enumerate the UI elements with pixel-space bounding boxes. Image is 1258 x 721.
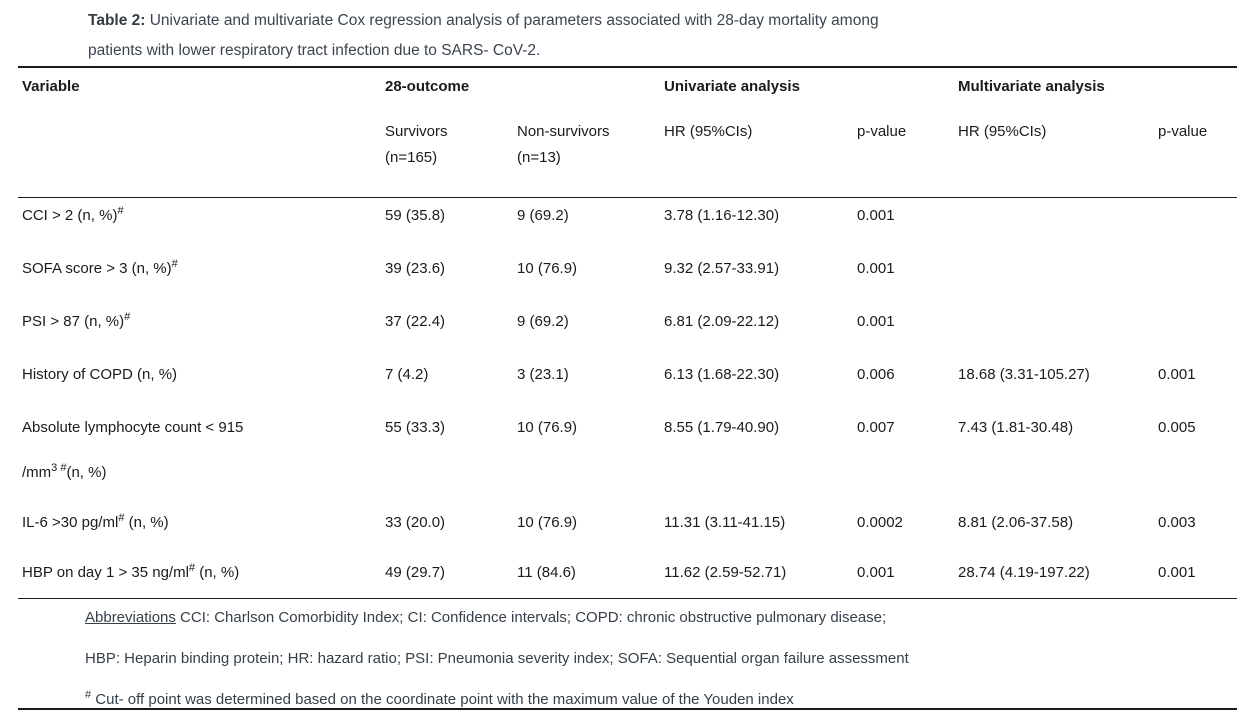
table-row-cci: CCI > 2 (n, %)# 59 (35.8) 9 (69.2) 3.78 … <box>18 198 1237 251</box>
cell-multi-hr <box>954 304 1154 357</box>
header-28-outcome: 28-outcome <box>385 78 470 95</box>
cell-multi-pvalue: 0.005 <box>1158 418 1196 436</box>
footnote-abbreviations-line2: HBP: Heparin binding protein; HR: hazard… <box>85 649 909 667</box>
cell-variable: Absolute lymphocyte count < 915 /mm3 #(n… <box>22 418 244 481</box>
cell-uni-hr: 6.81 (2.09-22.12) <box>664 312 780 330</box>
cell-multi-hr: 28.74 (4.19-197.22) <box>958 563 1090 581</box>
abbreviations-label: Abbreviations <box>85 608 176 626</box>
header-spacer <box>18 123 381 166</box>
hash-superscript: # <box>171 257 178 270</box>
hash-superscript: # <box>118 511 125 524</box>
cell-uni-hr: 11.62 (2.59-52.71) <box>664 563 787 581</box>
cell-multi-pvalue <box>1154 304 1237 357</box>
cell-multi-hr: 18.68 (3.31-105.27) <box>958 365 1090 383</box>
table-body: CCI > 2 (n, %)# 59 (35.8) 9 (69.2) 3.78 … <box>18 198 1237 599</box>
cell-non-survivors: 10 (76.9) <box>517 418 578 436</box>
table-caption-text-line1: Univariate and multivariate Cox regressi… <box>145 12 879 29</box>
table-footnotes: Abbreviations CCI: Charlson Comorbidity … <box>18 599 1237 710</box>
cell-multi-hr: 7.43 (1.81-30.48) <box>958 418 1074 436</box>
cell-uni-hr: 11.31 (3.11-41.15) <box>664 513 786 531</box>
hash-superscript: # <box>117 204 124 217</box>
cell-uni-pvalue: 0.007 <box>857 418 895 436</box>
cell-multi-pvalue <box>1154 198 1237 251</box>
cell-multi-pvalue: 0.001 <box>1158 563 1196 581</box>
cell-multi-pvalue <box>1154 251 1237 304</box>
cell-uni-pvalue: 0.001 <box>857 259 895 277</box>
cell-multi-hr <box>954 251 1154 304</box>
cell-multi-hr <box>954 198 1154 251</box>
cell-non-survivors: 11 (84.6) <box>517 563 576 581</box>
cell-survivors: 39 (23.6) <box>385 259 446 277</box>
cell-multi-pvalue: 0.001 <box>1158 365 1196 383</box>
cell-non-survivors: 10 (76.9) <box>517 259 578 277</box>
cell-survivors: 49 (29.7) <box>385 563 446 581</box>
cell-variable: CCI > 2 (n, %)# <box>22 204 124 224</box>
cell-uni-hr: 6.13 (1.68-22.30) <box>664 365 780 383</box>
cell-uni-pvalue: 0.0002 <box>857 513 903 531</box>
footnote-cutoff: # Cut- off point was determined based on… <box>85 688 794 708</box>
table-row-copd: History of COPD (n, %) 7 (4.2) 3 (23.1) … <box>18 357 1237 410</box>
cell-uni-pvalue: 0.001 <box>857 563 895 581</box>
cell-variable: History of COPD (n, %) <box>22 365 178 383</box>
cell-variable: HBP on day 1 > 35 ng/ml# (n, %) <box>22 561 240 581</box>
header-multi-hr: HR (95%CIs) <box>958 123 1047 140</box>
table-row-sofa: SOFA score > 3 (n, %)# 39 (23.6) 10 (76.… <box>18 251 1237 304</box>
cell-non-survivors: 10 (76.9) <box>517 513 578 531</box>
header-univariate-analysis: Univariate analysis <box>664 78 800 95</box>
cell-multi-hr: 8.81 (2.06-37.58) <box>958 513 1074 531</box>
table-row-psi: PSI > 87 (n, %)# 37 (22.4) 9 (69.2) 6.81… <box>18 304 1237 357</box>
cell-survivors: 37 (22.4) <box>385 312 446 330</box>
table-row-lymphocyte: Absolute lymphocyte count < 915 /mm3 #(n… <box>18 410 1237 505</box>
cell-uni-hr: 9.32 (2.57-33.91) <box>664 259 780 277</box>
table-row-il6: IL-6 >30 pg/ml# (n, %) 33 (20.0) 10 (76.… <box>18 505 1237 555</box>
header-uni-pvalue: p-value <box>857 123 907 140</box>
cell-multi-pvalue: 0.003 <box>1158 513 1196 531</box>
table-caption-text-line2: patients with lower respiratory tract in… <box>88 42 541 59</box>
footnote-abbreviations: Abbreviations CCI: Charlson Comorbidity … <box>85 608 887 626</box>
cell-variable: SOFA score > 3 (n, %)# <box>22 257 178 277</box>
table-row-hbp: HBP on day 1 > 35 ng/ml# (n, %) 49 (29.7… <box>18 555 1237 598</box>
cell-uni-pvalue: 0.001 <box>857 312 895 330</box>
hash-superscript: # <box>188 561 196 574</box>
cell-non-survivors: 3 (23.1) <box>517 365 569 383</box>
cell-survivors: 59 (35.8) <box>385 206 446 224</box>
cell-variable: PSI > 87 (n, %)# <box>22 310 131 330</box>
hash-superscript: 3 # <box>51 461 67 474</box>
cox-regression-table: Variable 28-outcome Univariate analysis … <box>18 66 1237 599</box>
header-variable: Variable <box>22 78 80 95</box>
cell-survivors: 33 (20.0) <box>385 513 446 531</box>
header-uni-hr: HR (95%CIs) <box>664 123 753 140</box>
cell-uni-pvalue: 0.001 <box>857 206 895 224</box>
cell-non-survivors: 9 (69.2) <box>517 312 569 330</box>
cell-uni-pvalue: 0.006 <box>857 365 895 383</box>
header-group-row: Variable 28-outcome Univariate analysis … <box>18 68 1237 95</box>
header-survivors: Survivors (n=165) <box>385 123 448 166</box>
header-non-survivors: Non-survivors (n=13) <box>517 123 610 166</box>
table-caption-label: Table 2: <box>88 12 146 29</box>
cell-non-survivors: 9 (69.2) <box>517 206 569 224</box>
table-caption: Table 2: Univariate and multivariate Cox… <box>88 6 1188 66</box>
header-sub-row: Survivors (n=165) Non-survivors (n=13) H… <box>18 123 1237 166</box>
cell-uni-hr: 8.55 (1.79-40.90) <box>664 418 780 436</box>
table-header: Variable 28-outcome Univariate analysis … <box>18 66 1237 198</box>
cell-variable: IL-6 >30 pg/ml# (n, %) <box>22 511 169 531</box>
cell-survivors: 55 (33.3) <box>385 418 446 436</box>
cell-uni-hr: 3.78 (1.16-12.30) <box>664 206 780 224</box>
hash-superscript: # <box>85 688 92 701</box>
header-multivariate-analysis: Multivariate analysis <box>958 78 1105 95</box>
hash-superscript: # <box>124 310 131 323</box>
header-multi-pvalue: p-value <box>1158 123 1208 140</box>
cell-survivors: 7 (4.2) <box>385 365 429 383</box>
